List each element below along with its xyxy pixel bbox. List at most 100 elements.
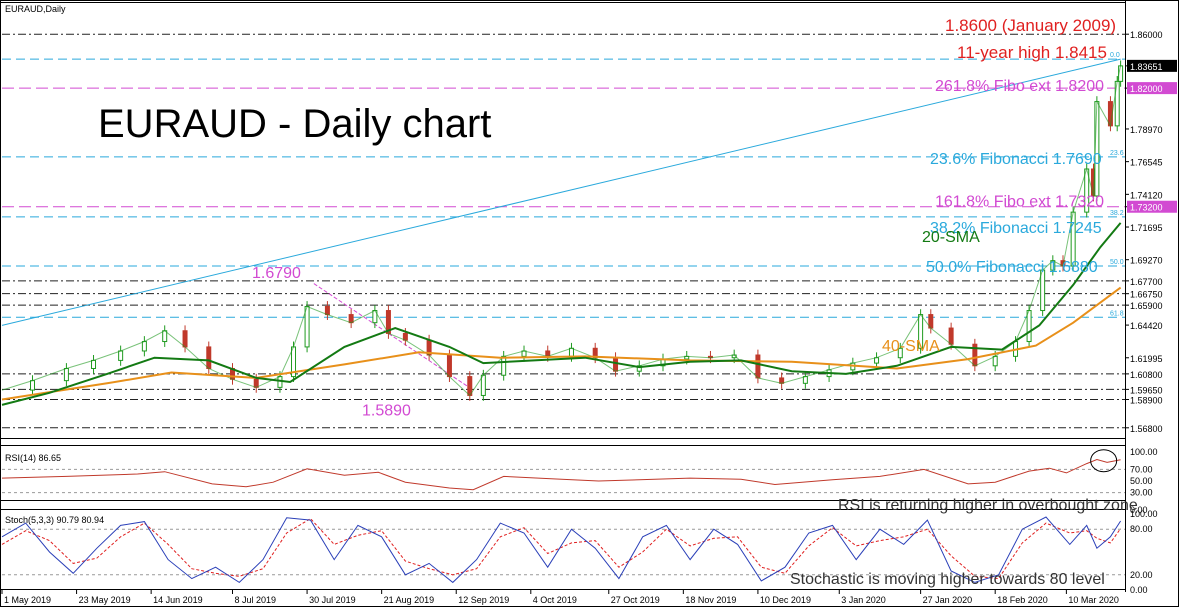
time-tick-label: 21 Aug 2019: [384, 595, 435, 605]
stoch-axis-label: 100.00: [1130, 509, 1158, 519]
rsi-axis-label: 50.00: [1130, 476, 1153, 486]
time-tick-label: 12 Sep 2019: [458, 595, 509, 605]
stoch-axis-label: 80.00: [1130, 524, 1153, 534]
price-tick-label: 1.76545: [1130, 158, 1163, 168]
candle-body: [992, 355, 998, 367]
time-tick-label: 27 Oct 2019: [611, 595, 660, 605]
fib-level-label: 38.2: [1110, 210, 1124, 217]
price-tick-label: 1.67700: [1130, 277, 1163, 287]
price-tick-label: 1.83651: [1130, 62, 1163, 72]
rsi-axis-label: 70.00: [1130, 464, 1153, 474]
rsi-note: RSI is returning higher in overbought zo…: [838, 497, 1138, 514]
annotation-label: 40-SMA: [882, 338, 940, 355]
annotation-label: 20-SMA: [922, 229, 980, 246]
time-tick-label: 23 May 2019: [79, 595, 131, 605]
price-tick-label: 1.60800: [1130, 370, 1163, 380]
candle-body: [277, 376, 283, 388]
symbol-label: EURAUD,Daily: [5, 4, 66, 14]
candle-body: [253, 378, 259, 388]
candle-body: [182, 330, 188, 348]
candle-body: [91, 359, 97, 369]
price-tick-label: 1.58900: [1130, 395, 1163, 405]
annotation-label: 23.6% Fibonacci 1.7690: [930, 151, 1102, 168]
rsi-axis-label: 100.00: [1130, 447, 1158, 457]
candle-body: [568, 347, 574, 357]
candle-body: [118, 350, 124, 361]
annotation-label: 50.0% Fibonacci 1.6880: [926, 259, 1098, 276]
price-tick-highlight: [1127, 82, 1177, 95]
annotation-label: 38.2% Fibonacci 1.7245: [930, 220, 1102, 237]
candle-body: [446, 354, 452, 378]
annotation-label: 161.8% Fibo ext 1.7320: [935, 194, 1104, 211]
annotation-label: 261.8% Fibo ext 1.8200: [935, 78, 1104, 95]
time-tick-label: 30 Jul 2019: [309, 595, 356, 605]
price-tick-label: 1.71695: [1130, 223, 1163, 233]
time-tick-label: 8 Jul 2019: [235, 595, 277, 605]
stoch-label: Stoch(5,3,3) 90.79 80.94: [5, 515, 104, 525]
rsi-highlight-circle: [1090, 449, 1118, 473]
price-tick-label: 1.74120: [1130, 190, 1163, 200]
price-tick-highlight: [1127, 200, 1177, 213]
candle-body: [755, 354, 761, 379]
fib-level-label: 50.0: [1110, 259, 1124, 266]
price-tick-label: 1.66750: [1130, 290, 1163, 300]
candle-body: [1026, 310, 1032, 343]
annotation-label: 1.8600 (January 2009): [945, 16, 1116, 35]
price-tick-label: 1.64420: [1130, 321, 1163, 331]
candle-body: [501, 355, 507, 376]
price-tick-label: 1.65900: [1130, 301, 1163, 311]
chart-title: EURAUD - Daily chart: [98, 102, 491, 146]
fib-level-label: 61.8: [1110, 310, 1124, 317]
price-tick-label: 1.56800: [1130, 424, 1163, 434]
rsi-axis-label: 30.00: [1130, 488, 1153, 498]
annotation-label: 1.5890: [362, 402, 411, 419]
long-trendline: [1, 58, 1121, 326]
stoch-note: Stochastic is moving higher towards 80 l…: [790, 571, 1105, 588]
candle-body: [30, 380, 36, 391]
price-close-line: [1, 65, 1122, 397]
stoch-axis-label: 0.00: [1130, 585, 1148, 595]
stoch-axis-label: 20.00: [1130, 570, 1153, 580]
rsi-line: [1, 458, 1121, 491]
time-tick-label: 1 May 2019: [4, 595, 51, 605]
stoch-signal-line: [1, 517, 1122, 580]
swing-trendline: [313, 283, 474, 391]
price-tick-label: 1.73200: [1130, 203, 1163, 213]
candle-body: [141, 341, 147, 352]
rsi-label: RSI(14) 86.65: [5, 453, 61, 463]
candle-body: [480, 374, 486, 396]
fib-level-label: 0.0: [1110, 52, 1120, 59]
candle-body: [802, 376, 808, 384]
price-tick-label: 1.69270: [1130, 256, 1163, 266]
price-tick-label: 1.78970: [1130, 125, 1163, 135]
annotation-label: 1.6790: [252, 265, 301, 282]
price-tick-label: 1.61995: [1130, 354, 1163, 364]
time-tick-label: 10 Mar 2020: [1068, 595, 1119, 605]
time-tick-label: 4 Oct 2019: [533, 595, 577, 605]
time-tick-label: 18 Nov 2019: [685, 595, 736, 605]
time-tick-label: 10 Dec 2019: [760, 595, 811, 605]
candle-body: [63, 367, 69, 382]
candle-body: [948, 327, 954, 345]
fib-level-label: 23.6: [1110, 150, 1124, 157]
time-tick-label: 18 Feb 2020: [997, 595, 1048, 605]
sma20-line: [1, 222, 1122, 406]
candle-body: [1040, 269, 1046, 312]
rsi-axis-label: 0.00: [1130, 505, 1148, 515]
annotation-label: 11-year high 1.8415: [957, 43, 1107, 62]
time-tick-label: 27 Jan 2020: [923, 595, 973, 605]
price-tick-label: 1.86000: [1130, 30, 1163, 40]
stoch-main-line: [1, 516, 1122, 584]
sma40-line: [1, 286, 1122, 401]
price-tick-label: 1.59650: [1130, 385, 1163, 395]
price-tick-highlight: [1127, 59, 1177, 72]
candle-body: [613, 357, 619, 372]
time-tick-label: 14 Jun 2019: [153, 595, 203, 605]
candle-body: [304, 305, 310, 348]
time-tick-label: 3 Jan 2020: [841, 595, 886, 605]
price-tick-label: 1.82000: [1130, 84, 1163, 94]
candle-body: [324, 305, 330, 316]
candle-body: [206, 346, 212, 369]
